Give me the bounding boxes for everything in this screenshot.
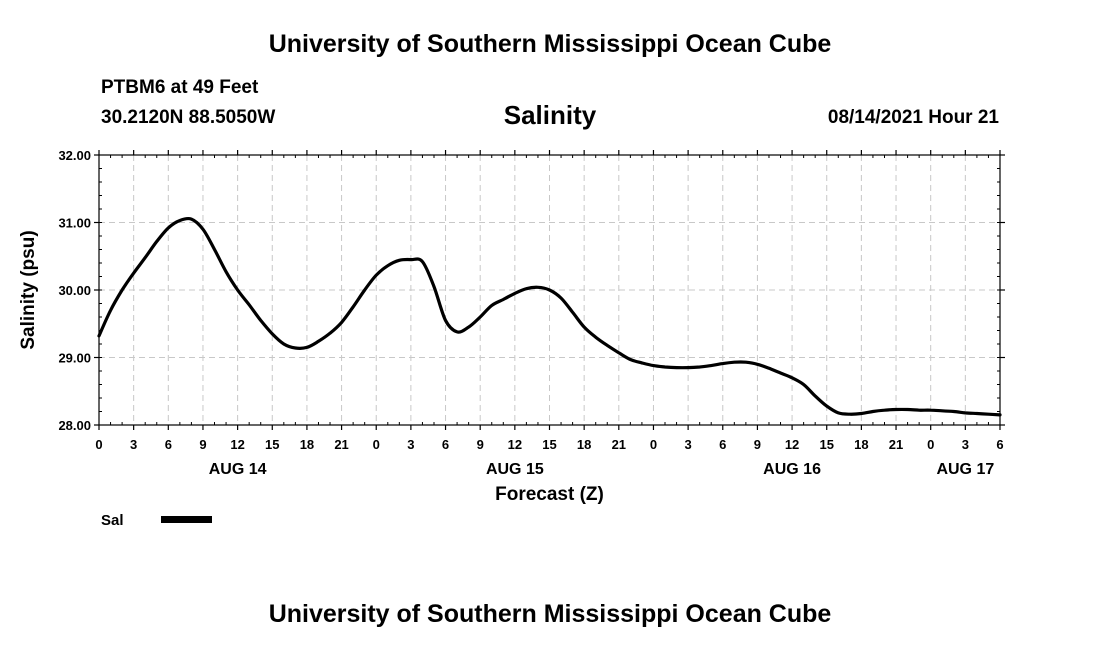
x-tick-label: 6 <box>165 437 172 452</box>
y-tick-label: 28.00 <box>58 418 91 433</box>
y-tick-labels: 28.00 29.00 30.00 31.00 32.00 <box>58 148 91 433</box>
x-tick-label: 15 <box>819 437 833 452</box>
x-tick-label: 3 <box>962 437 969 452</box>
chart-title: Salinity <box>503 100 597 130</box>
x-tick-label: 12 <box>508 437 522 452</box>
x-tick-label: 3 <box>684 437 691 452</box>
legend: Sal <box>101 512 212 529</box>
x-tick-label: 18 <box>854 437 868 452</box>
day-label: AUG 14 <box>209 461 267 478</box>
x-tick-label: 21 <box>612 437 626 452</box>
bottom-title: University of Southern Mississippi Ocean… <box>268 600 832 628</box>
x-tick-label: 0 <box>373 437 380 452</box>
x-tick-label: 9 <box>477 437 484 452</box>
x-axis-title: Forecast (Z) <box>495 484 604 505</box>
x-tick-label: 18 <box>577 437 591 452</box>
day-label: AUG 17 <box>936 461 994 478</box>
x-tick-label: 3 <box>130 437 137 452</box>
plot-frame <box>98 154 1001 426</box>
day-label: AUG 15 <box>486 461 544 478</box>
y-tick-label: 30.00 <box>58 283 91 298</box>
station-label: PTBM6 at 49 Feet <box>101 77 259 98</box>
day-label: AUG 16 <box>763 461 821 478</box>
y-tick-label: 29.00 <box>58 351 91 366</box>
day-labels: AUG 14 AUG 15 AUG 16 AUG 17 <box>209 461 995 478</box>
x-tick-label: 6 <box>442 437 449 452</box>
x-tick-label: 6 <box>719 437 726 452</box>
legend-swatch <box>161 516 212 523</box>
y-tick-label: 32.00 <box>58 148 91 163</box>
x-tick-label: 3 <box>407 437 414 452</box>
y-axis-title: Salinity (psu) <box>18 230 39 349</box>
x-tick-label: 12 <box>230 437 244 452</box>
coordinates-label: 30.2120N 88.5050W <box>101 107 276 128</box>
legend-label: Sal <box>101 512 124 529</box>
forecast-timestamp: 08/14/2021 Hour 21 <box>827 107 999 128</box>
x-tick-label: 6 <box>996 437 1003 452</box>
x-tick-label: 15 <box>542 437 556 452</box>
y-tick-label: 31.00 <box>58 216 91 231</box>
top-title: University of Southern Mississippi Ocean… <box>268 30 832 58</box>
x-tick-label: 21 <box>889 437 903 452</box>
x-tick-labels: 0 3 6 9 12 15 18 21 0 3 6 9 12 15 18 21 0 3 6 9 12 15 18 21 0 3 6 <box>95 437 1003 452</box>
x-tick-label: 15 <box>265 437 279 452</box>
salinity-series-line <box>97 216 1002 417</box>
x-tick-label: 18 <box>300 437 314 452</box>
x-tick-label: 0 <box>95 437 102 452</box>
x-tick-label: 9 <box>754 437 761 452</box>
x-tick-label: 0 <box>927 437 934 452</box>
x-tick-label: 21 <box>334 437 348 452</box>
x-tick-label: 12 <box>785 437 799 452</box>
x-tick-label: 9 <box>199 437 206 452</box>
x-tick-label: 0 <box>650 437 657 452</box>
